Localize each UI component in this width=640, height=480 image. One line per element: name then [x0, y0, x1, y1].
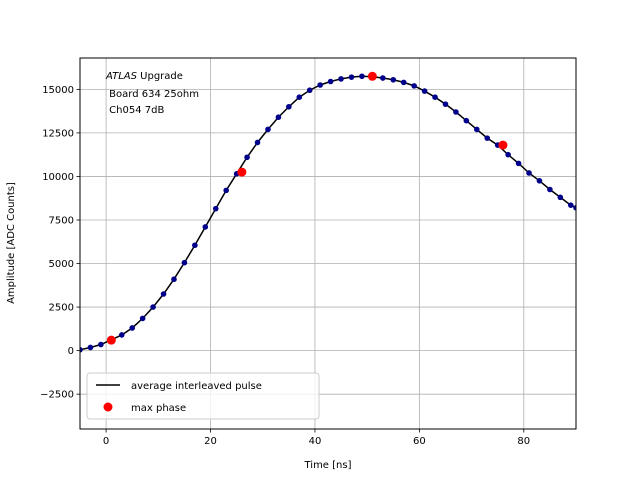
sample-point: [244, 154, 250, 161]
sample-point: [317, 82, 323, 88]
sample-point: [286, 103, 292, 110]
x-tick-label: 20: [204, 436, 217, 447]
sample-point: [160, 291, 167, 297]
annotation-line-1: ATLAS Upgrade: [105, 71, 183, 82]
x-axis-label: Time [ns]: [303, 460, 351, 471]
plot-frame: [79, 57, 577, 430]
sample-point: [484, 135, 491, 141]
legend-label-average: average interleaved pulse: [131, 381, 262, 392]
max-phase-point: [498, 140, 508, 150]
sample-point: [536, 178, 543, 184]
y-axis-label: Amplitude [ADC Counts]: [6, 182, 17, 304]
max-phase-point: [367, 71, 377, 81]
legend-label-max-phase: max phase: [131, 403, 186, 414]
max-phase-point: [106, 335, 116, 345]
sample-point: [296, 94, 303, 100]
sample-point: [359, 73, 365, 80]
sample-point: [474, 126, 480, 133]
y-tick-label: 15000: [42, 85, 74, 96]
sample-point: [390, 76, 397, 83]
y-tick-label: 7500: [49, 215, 74, 226]
sample-point: [432, 94, 438, 100]
sample-point: [80, 346, 83, 353]
y-axis-ticks: −2500 0 2500 5000 7500 10000 12500 15000: [40, 85, 80, 401]
annotation-line-3: Ch054 7dB: [106, 105, 164, 116]
legend-box: [86, 372, 320, 420]
sample-point: [139, 315, 146, 322]
sample-point: [306, 87, 313, 94]
sample-point: [442, 101, 449, 107]
sample-point: [557, 194, 564, 201]
sample-point: [202, 224, 209, 230]
x-tick-label: 0: [103, 436, 109, 447]
annotation-atlas: ATLAS: [105, 71, 138, 82]
series-layer: [80, 71, 576, 353]
sample-point: [192, 242, 198, 249]
sample-point: [181, 259, 188, 266]
x-tick-label: 40: [309, 436, 322, 447]
sample-point: [223, 187, 229, 194]
sample-point: [254, 139, 261, 146]
legend: average interleaved pulse max phase: [86, 372, 320, 420]
legend-marker-swatch: [103, 402, 113, 412]
sample-point: [573, 204, 576, 211]
sample-point: [380, 75, 386, 81]
grid-lines: [80, 58, 576, 429]
sample-point: [129, 325, 136, 331]
sample-point: [338, 76, 344, 82]
y-tick-label: 5000: [49, 259, 74, 270]
sample-point: [171, 276, 177, 283]
sample-point: [327, 78, 334, 85]
sample-point: [515, 160, 522, 167]
sample-point: [421, 88, 428, 94]
sample-point: [411, 83, 417, 89]
y-tick-label: 2500: [49, 303, 74, 314]
sample-point: [505, 151, 511, 158]
sample-point: [567, 202, 574, 208]
annotation-upgrade: Upgrade: [137, 71, 183, 82]
sample-point: [87, 344, 94, 351]
x-tick-label: 60: [413, 436, 426, 447]
sample-point: [547, 186, 553, 193]
max-phase-point: [237, 167, 247, 177]
sample-point: [526, 170, 532, 176]
sample-point: [98, 341, 104, 348]
annotation-line-2: Board 634 25ohm: [106, 89, 199, 100]
x-axis-ticks: 0 20 40 60 80: [103, 429, 530, 447]
y-tick-label: 10000: [42, 172, 74, 183]
y-tick-label: 0: [68, 346, 74, 357]
sample-point: [453, 109, 459, 115]
y-tick-label: 12500: [42, 128, 74, 139]
sample-point: [463, 117, 470, 124]
y-tick-label: −2500: [40, 390, 74, 401]
sample-point: [150, 304, 156, 310]
x-tick-label: 80: [517, 436, 530, 447]
annotation-block: ATLAS Upgrade Board 634 25ohm Ch054 7dB: [105, 71, 199, 116]
sample-point: [400, 79, 407, 86]
sample-point: [275, 114, 282, 121]
sample-point: [212, 205, 219, 212]
sample-point: [118, 332, 125, 338]
sample-point: [265, 126, 271, 133]
plot-content: [80, 71, 576, 353]
sample-point: [348, 74, 355, 80]
